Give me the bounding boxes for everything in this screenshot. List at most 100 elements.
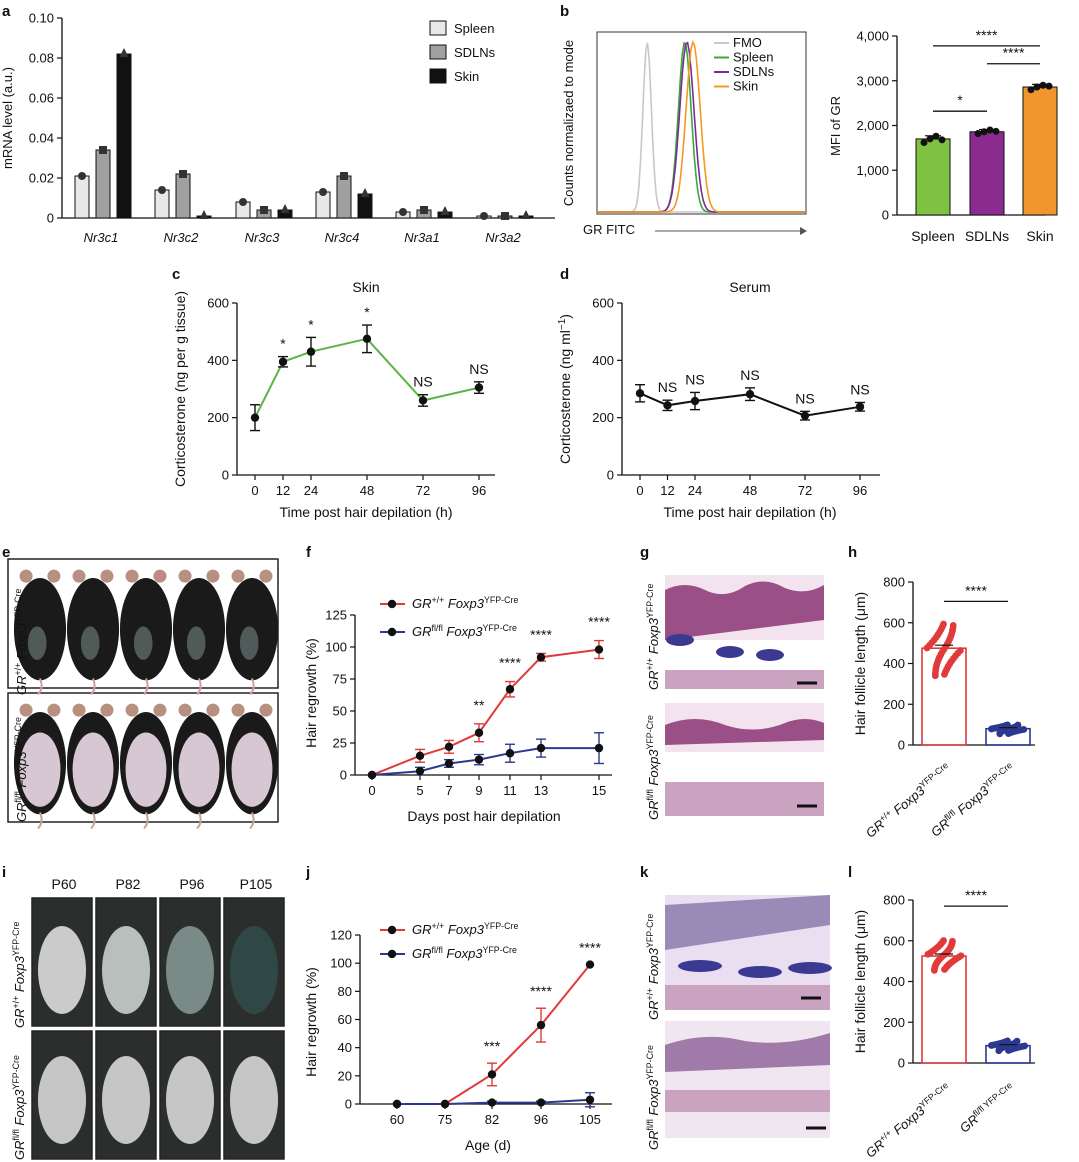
data-point bbox=[944, 663, 952, 670]
legend-swatch bbox=[429, 68, 447, 84]
significance-label: **** bbox=[1003, 45, 1025, 61]
mouse-ear bbox=[178, 703, 192, 717]
data-point-skin bbox=[250, 413, 260, 422]
data-point-wt bbox=[415, 751, 425, 760]
dorsal-skin-ko bbox=[230, 1056, 278, 1144]
data-point bbox=[1021, 1042, 1029, 1050]
legend-label: FMO bbox=[733, 35, 762, 50]
genotype-gsup: YFP-Cre bbox=[917, 1080, 950, 1110]
genotype-label: GRfl/fl Foxp3YFP-Cre bbox=[13, 717, 29, 822]
y-tick-label: 800 bbox=[883, 893, 905, 908]
panel-label-d: d bbox=[560, 266, 569, 283]
genotype-gene: Foxp3 bbox=[443, 946, 484, 961]
panel-label-f: f bbox=[306, 544, 312, 561]
series-line-wt bbox=[397, 963, 591, 1105]
age-column-label: P105 bbox=[240, 876, 273, 892]
genotype-gsup: YFP-Cre bbox=[483, 945, 517, 955]
y-tick-label: 400 bbox=[592, 353, 614, 368]
data-point bbox=[440, 206, 450, 215]
y-tick-label: 0.06 bbox=[29, 91, 54, 106]
x-tick-label: 60 bbox=[390, 1112, 404, 1127]
significance-label: ** bbox=[474, 697, 485, 713]
y-axis-label: Corticosterone (ng ml−1) bbox=[557, 314, 573, 464]
data-point bbox=[941, 966, 948, 973]
genotype-gene: Foxp3 bbox=[14, 622, 29, 663]
significance-label: **** bbox=[530, 626, 552, 642]
y-axis-label: Hair regrowth (%) bbox=[303, 967, 319, 1077]
bar-sdlns bbox=[969, 131, 1005, 216]
y-axis-label: Hair follicle length (μm) bbox=[852, 592, 868, 735]
data-point bbox=[950, 655, 957, 662]
data-point-wt bbox=[474, 728, 484, 737]
data-point bbox=[926, 641, 933, 649]
x-axis-label: Time post hair depilation (h) bbox=[663, 504, 836, 520]
data-point-ko bbox=[440, 1099, 450, 1109]
data-point bbox=[957, 952, 965, 960]
adipose-layer bbox=[665, 640, 824, 670]
data-point bbox=[945, 961, 952, 969]
y-tick-label: 0 bbox=[345, 1097, 352, 1112]
x-tick-label: 0 bbox=[636, 483, 643, 498]
data-point bbox=[947, 632, 955, 640]
legend-marker bbox=[387, 627, 397, 637]
genotype-base: GR bbox=[646, 1131, 661, 1151]
data-point bbox=[938, 136, 946, 144]
data-point bbox=[931, 669, 939, 677]
x-tick-label: 72 bbox=[416, 483, 430, 498]
bar-spleen bbox=[154, 189, 170, 219]
hair-follicle bbox=[678, 960, 722, 972]
genotype-gsup: YFP-Cre bbox=[645, 914, 655, 948]
data-point bbox=[99, 146, 107, 154]
age-column-label: P60 bbox=[52, 876, 77, 892]
mouse-tail bbox=[143, 812, 149, 830]
y-tick-label: 120 bbox=[330, 928, 352, 943]
panel-label-i: i bbox=[2, 864, 6, 881]
hair-follicle bbox=[716, 646, 744, 658]
genotype-gsup: YFP-Cre bbox=[13, 717, 23, 751]
data-point bbox=[989, 725, 997, 732]
legend-marker bbox=[387, 925, 397, 935]
epidermis bbox=[665, 581, 824, 640]
y-tick-label: 3,000 bbox=[856, 73, 889, 88]
data-point-wt bbox=[487, 1070, 497, 1079]
significance-label: NS bbox=[685, 371, 704, 387]
y-tick-label: 800 bbox=[883, 575, 905, 590]
significance-label: *** bbox=[484, 1038, 501, 1054]
x-tick-label: Nr3c1 bbox=[84, 230, 119, 245]
mouse-tail bbox=[196, 812, 202, 830]
panel-label-c: c bbox=[172, 266, 180, 283]
significance-label: NS bbox=[658, 379, 677, 395]
significance-label: **** bbox=[588, 614, 610, 630]
x-axis-label: GR FITC bbox=[583, 222, 635, 237]
genotype-base: GR bbox=[12, 1141, 27, 1161]
genotype-gsup: YFP-Cre bbox=[483, 623, 517, 633]
significance-label: * bbox=[364, 304, 370, 320]
data-point bbox=[931, 962, 939, 970]
dorsal-skin-ko bbox=[38, 1056, 86, 1144]
y-tick-label: 125 bbox=[325, 608, 347, 623]
x-tick-label: 82 bbox=[485, 1112, 499, 1127]
mouse-ear bbox=[125, 569, 139, 583]
legend-label: Skin bbox=[733, 79, 758, 94]
significance-label: * bbox=[308, 316, 314, 332]
data-point-wt bbox=[536, 1020, 546, 1030]
mouse-ear bbox=[153, 569, 167, 583]
data-point bbox=[926, 949, 934, 957]
panel-label-b: b bbox=[560, 3, 569, 20]
hair-follicle bbox=[666, 634, 694, 646]
data-point-skin bbox=[306, 347, 316, 356]
y-axis-label-base: Corticosterone (ng ml bbox=[557, 330, 573, 464]
mouse-ear bbox=[259, 703, 273, 717]
data-point bbox=[996, 1039, 1004, 1047]
genotype-base: GR bbox=[12, 1009, 27, 1029]
mouse-tail bbox=[249, 812, 255, 830]
bar-skin bbox=[357, 193, 373, 219]
significance-label: **** bbox=[530, 983, 552, 999]
data-point bbox=[950, 956, 958, 964]
x-tick-label: 0 bbox=[251, 483, 258, 498]
data-point bbox=[340, 172, 348, 180]
y-tick-label: 20 bbox=[338, 1068, 352, 1083]
data-point-skin bbox=[278, 357, 288, 366]
y-tick-label: 0.08 bbox=[29, 51, 54, 66]
chart-title: Serum bbox=[729, 279, 770, 295]
